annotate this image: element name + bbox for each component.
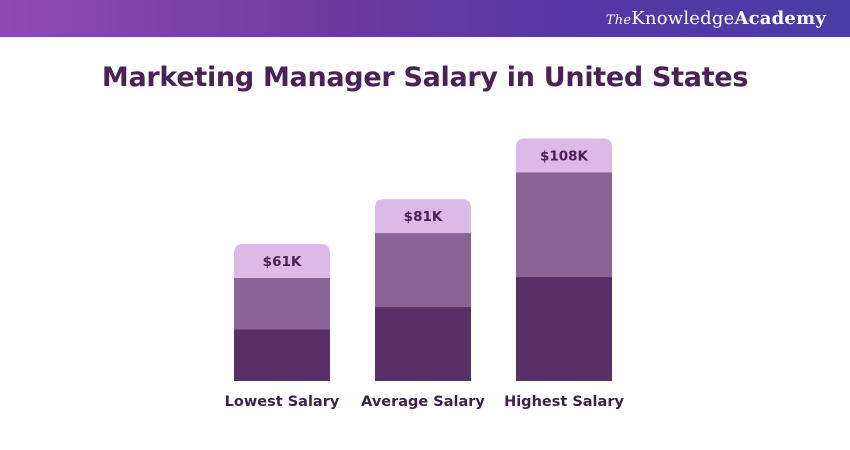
category-label-average-salary: Average Salary bbox=[361, 394, 485, 410]
bar-top-highest-salary bbox=[516, 138, 612, 173]
category-label-lowest-salary: Lowest Salary bbox=[225, 394, 340, 410]
header-band: TheKnowledgeAcademy bbox=[0, 0, 850, 37]
brand-academy: Academy bbox=[734, 8, 826, 29]
bar-top-lowest-salary bbox=[234, 244, 330, 278]
brand-knowledge: Knowledge bbox=[631, 8, 735, 29]
bar-middle-highest-salary bbox=[516, 172, 612, 277]
bar-top-average-salary bbox=[375, 199, 471, 234]
bar-middle-average-salary bbox=[375, 233, 471, 308]
value-label-lowest-salary: $61K bbox=[263, 254, 302, 270]
bar-bottom-highest-salary bbox=[516, 276, 612, 381]
brand-logo[interactable]: TheKnowledgeAcademy bbox=[606, 8, 826, 29]
value-label-highest-salary: $108K bbox=[540, 148, 589, 164]
category-label-highest-salary: Highest Salary bbox=[504, 394, 624, 410]
bar-middle-lowest-salary bbox=[234, 278, 330, 330]
bar-bottom-average-salary bbox=[375, 307, 471, 381]
chart-title: Marketing Manager Salary in United State… bbox=[101, 62, 749, 93]
bar-bottom-lowest-salary bbox=[234, 329, 330, 381]
value-label-average-salary: $81K bbox=[404, 209, 443, 225]
brand-the: The bbox=[605, 13, 632, 28]
